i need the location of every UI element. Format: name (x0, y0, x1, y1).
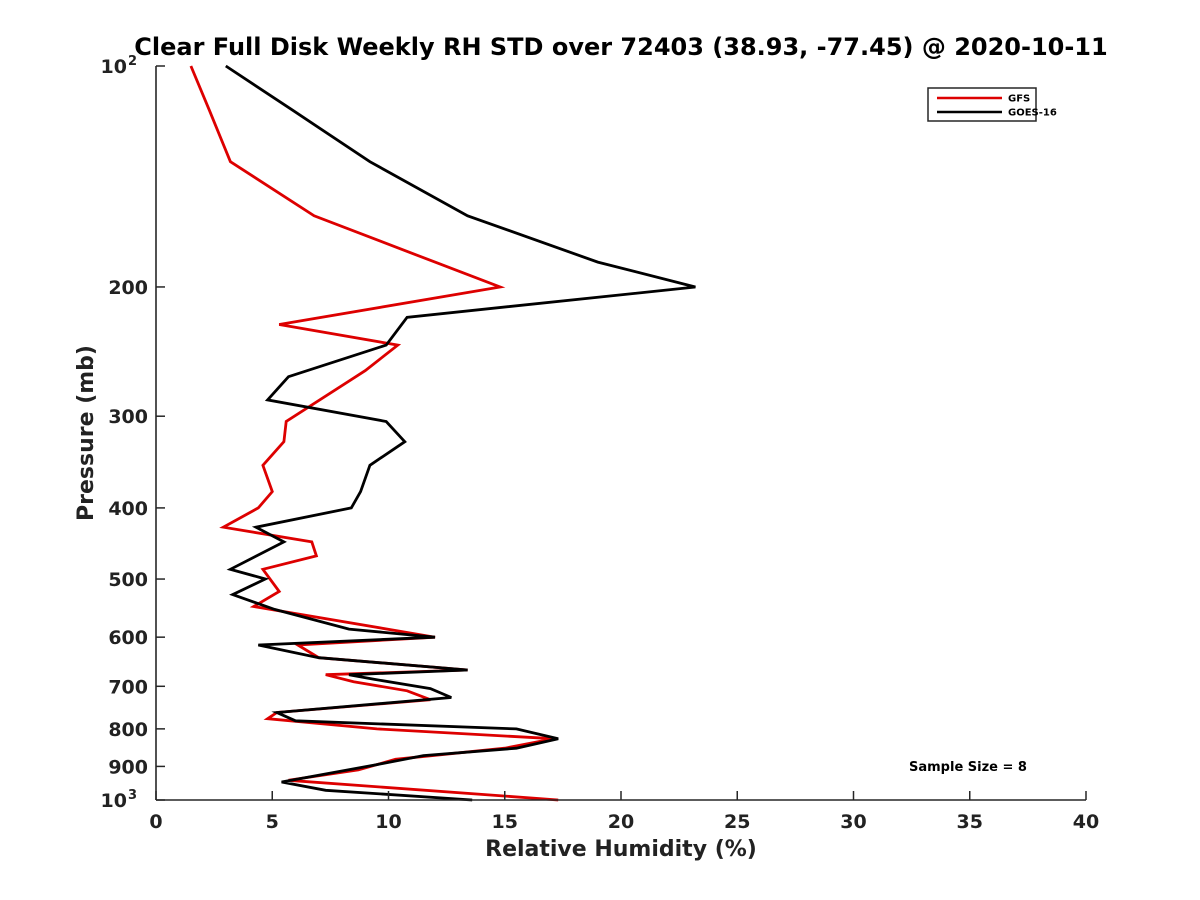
series-line-goes-16 (225, 64, 696, 802)
sample-size-annotation: Sample Size = 8 (909, 760, 1027, 775)
chart-title: Clear Full Disk Weekly RH STD over 72403… (134, 33, 1107, 61)
y-tick-label: 600 (108, 627, 148, 649)
x-tick-label: 25 (724, 811, 750, 833)
x-tick-label: 30 (840, 811, 866, 833)
y-tick-label: 800 (108, 719, 148, 741)
y-tick-exponent: 2 (128, 54, 137, 69)
x-tick-label: 40 (1073, 811, 1099, 833)
y-tick-label: 700 (108, 676, 148, 698)
series-line-gfs (189, 65, 559, 802)
x-tick-label: 35 (957, 811, 983, 833)
y-tick-label: 10 (101, 56, 127, 78)
x-tick-label: 5 (266, 811, 279, 833)
y-axis-label: Pressure (mb) (74, 345, 99, 521)
y-tick-label: 400 (108, 498, 148, 520)
x-tick-label: 0 (149, 811, 162, 833)
legend-box (927, 87, 1037, 122)
y-tick-label: 500 (108, 569, 148, 591)
x-tick-label: 20 (608, 811, 634, 833)
legend: GFS GOES-16 (927, 87, 1057, 122)
y-tick-exponent: 3 (128, 788, 137, 803)
x-axis-ticks: 0 5 10 15 20 25 30 35 40 (149, 791, 1099, 833)
x-tick-label: 15 (492, 811, 518, 833)
y-tick-label: 200 (108, 277, 148, 299)
legend-label: GOES-16 (1008, 108, 1057, 119)
x-tick-label: 10 (375, 811, 401, 833)
y-tick-label: 900 (108, 756, 148, 778)
y-tick-label: 300 (108, 406, 148, 428)
series-layer (189, 64, 696, 802)
y-tick-label: 10 (101, 790, 127, 812)
x-axis-label: Relative Humidity (%) (485, 837, 757, 862)
legend-label: GFS (1008, 94, 1030, 105)
